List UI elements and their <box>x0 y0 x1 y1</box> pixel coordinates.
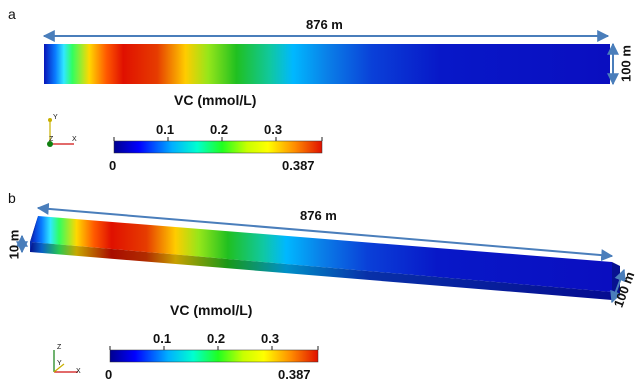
concentration-field-a <box>44 44 610 84</box>
panel-label-b: b <box>8 190 16 206</box>
colorbar-a <box>113 140 323 154</box>
colorbar-a-ticks <box>113 137 323 141</box>
colorbar-b-max: 0.387 <box>278 367 311 382</box>
colorbar-a-tick-3: 0.3 <box>264 122 283 137</box>
panel-a <box>42 30 619 154</box>
colorbar-title-b: VC (mmol/L) <box>170 302 253 318</box>
axes-triad-b <box>53 350 78 373</box>
colorbar-a-min: 0 <box>109 158 117 173</box>
length-arrow-b <box>36 202 614 262</box>
triad-a-y-label: Y <box>53 114 58 121</box>
triad-b-x-label: X <box>76 368 81 375</box>
colorbar-title-a: VC (mmol/L) <box>174 92 257 108</box>
panel-label-a: a <box>8 6 16 22</box>
colorbar-b-tick-1: 0.1 <box>153 331 172 346</box>
colorbar-a-tick-1: 0.1 <box>156 122 175 137</box>
triad-a-z-label: Z <box>49 136 54 143</box>
colorbar-b-min: 0 <box>105 367 113 382</box>
colorbar-b <box>109 349 319 363</box>
colorbar-b-ticks <box>109 346 319 350</box>
colorbar-b-tick-3: 0.3 <box>261 331 280 346</box>
height-label-b: 10 m <box>6 229 22 260</box>
width-arrow-b <box>610 268 626 304</box>
triad-a-x-label: X <box>72 136 77 143</box>
triad-b-z-label: Z <box>57 344 62 351</box>
axes-triad-a <box>47 118 74 147</box>
slab-front-face <box>30 242 612 300</box>
length-label-b: 876 m <box>300 208 337 223</box>
colorbar-b-tick-2: 0.2 <box>207 331 226 346</box>
colorbar-a-max: 0.387 <box>282 158 315 173</box>
slab-top-face <box>30 216 612 292</box>
width-label-a: 100 m <box>618 45 634 82</box>
panel-b <box>16 202 626 373</box>
colorbar-a-tick-2: 0.2 <box>210 122 229 137</box>
length-label-a: 876 m <box>306 17 343 32</box>
triad-b-y-label: Y <box>57 360 62 367</box>
